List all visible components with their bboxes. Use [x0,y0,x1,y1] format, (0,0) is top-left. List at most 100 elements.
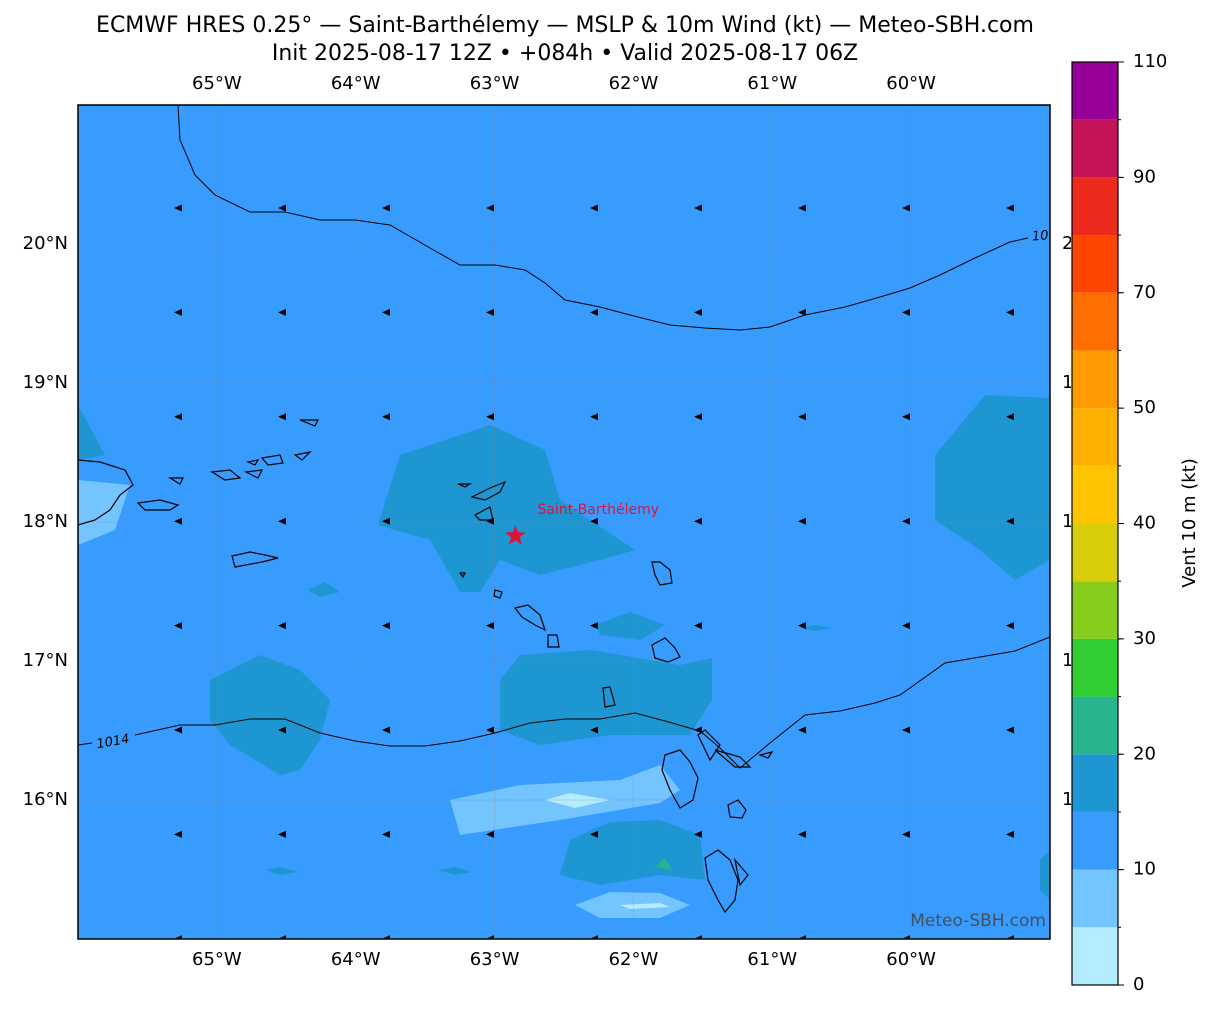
lon-tick-label: 61°W [747,949,797,970]
colorbar-band [1072,350,1118,409]
wind-arrow [278,517,286,525]
wind-arrow [590,622,598,630]
wind-arrow [1006,517,1014,525]
colorbar-tick-label: 40 [1133,513,1156,534]
wind-arrow [694,726,702,734]
wind-arrow [694,935,702,939]
wind-arrow [902,726,910,734]
wind-arrow [590,830,598,838]
colorbar-band [1072,754,1118,812]
title: ECMWF HRES 0.25° — Saint-Barthélemy — MS… [96,13,1034,38]
wind-arrow [486,308,494,316]
wind-arrow [382,308,390,316]
wind-arrow [590,204,598,212]
colorbar-tick-label: 0 [1133,974,1144,995]
wind-arrow [486,830,494,838]
wind-arrow [382,935,390,939]
colorbar-tick-label: 30 [1133,628,1156,649]
colorbar-band [1072,292,1118,351]
lon-tick-label: 60°W [886,949,936,970]
lon-tick-label: 62°W [609,949,659,970]
wind-arrows [174,204,1014,939]
wind-arrow [590,726,598,734]
wind-arrow [278,935,286,939]
wind-arrow [486,204,494,212]
wind-arrow [278,413,286,421]
colorbar-band [1072,465,1118,524]
wind-arrow [278,830,286,838]
colorbar-band [1072,811,1118,870]
lat-tick-label: 17°N [23,650,68,671]
isobars [78,105,1050,769]
wind-20-25 [655,858,672,870]
lat-tick-label: 19°N [23,372,68,393]
wind-arrow [486,726,494,734]
coastline [78,419,774,914]
wind-arrow [382,726,390,734]
wind-arrow [382,830,390,838]
colorbar-band [1072,235,1118,293]
wind-arrow [902,204,910,212]
lon-tick-label: 60°W [886,73,936,94]
lon-tick-label: 63°W [470,73,520,94]
wind-arrow [798,308,806,316]
wind-arrow [174,413,182,421]
wind-arrow [1006,308,1014,316]
lon-tick-label: 65°W [192,949,242,970]
wind-arrow [798,517,806,525]
wind-arrow [902,935,910,939]
wind-arrow [174,204,182,212]
map-frame [77,104,1051,940]
wind-arrow [694,308,702,316]
lon-tick-label: 63°W [470,949,520,970]
wind-arrow [1006,726,1014,734]
wind-arrow [382,517,390,525]
wind-arrow [486,935,494,939]
wind-arrow [486,517,494,525]
colorbar-tick-label: 90 [1133,166,1156,187]
colorbar-band [1072,869,1118,928]
watermark: Meteo-SBH.com [910,911,1046,931]
wind-arrow [590,517,598,525]
colorbar-band [1072,638,1118,697]
wind-arrow [1006,413,1014,421]
colorbar-band [1072,927,1118,985]
graticule [78,105,1050,939]
wind-arrow [278,726,286,734]
lon-tick-label: 64°W [331,949,381,970]
wind-arrow [174,517,182,525]
colorbar-band [1072,408,1118,466]
wind-arrow [694,204,702,212]
location-label: Saint-Barthélemy [537,502,659,518]
colorbar-tick-label: 20 [1133,743,1156,764]
wind-arrow [590,308,598,316]
wind-arrow [798,726,806,734]
wind-arrow [694,413,702,421]
colorbar-tick-label: 110 [1133,51,1167,72]
lat-tick-label: 20°N [23,233,68,254]
wind-arrow [902,413,910,421]
wind-arrow [694,517,702,525]
wind-arrow [902,517,910,525]
wind-arrow [1006,204,1014,212]
wind-arrow [694,830,702,838]
lat-tick-label: 18°N [23,511,68,532]
colorbar-band [1072,581,1118,639]
isobar-label: 10 [1031,228,1049,244]
wind-arrow [902,830,910,838]
wind-arrow [382,204,390,212]
wind-arrow [382,622,390,630]
colorbar-tick-label: 70 [1133,282,1156,303]
wind-arrow [902,622,910,630]
colorbar-band [1072,177,1118,236]
wind-arrow [590,413,598,421]
wind-0-5 [545,793,670,909]
colorbar: 0 10 20 30 40 50 70 90 110 Vent 10 m (kt) [1071,0,1200,1012]
wind-arrow [174,830,182,838]
wind-arrow [174,726,182,734]
colorbar-band [1072,523,1118,582]
isobar-label: 1014 [95,732,130,753]
wind-arrow [174,935,182,939]
location-marker [504,524,526,545]
